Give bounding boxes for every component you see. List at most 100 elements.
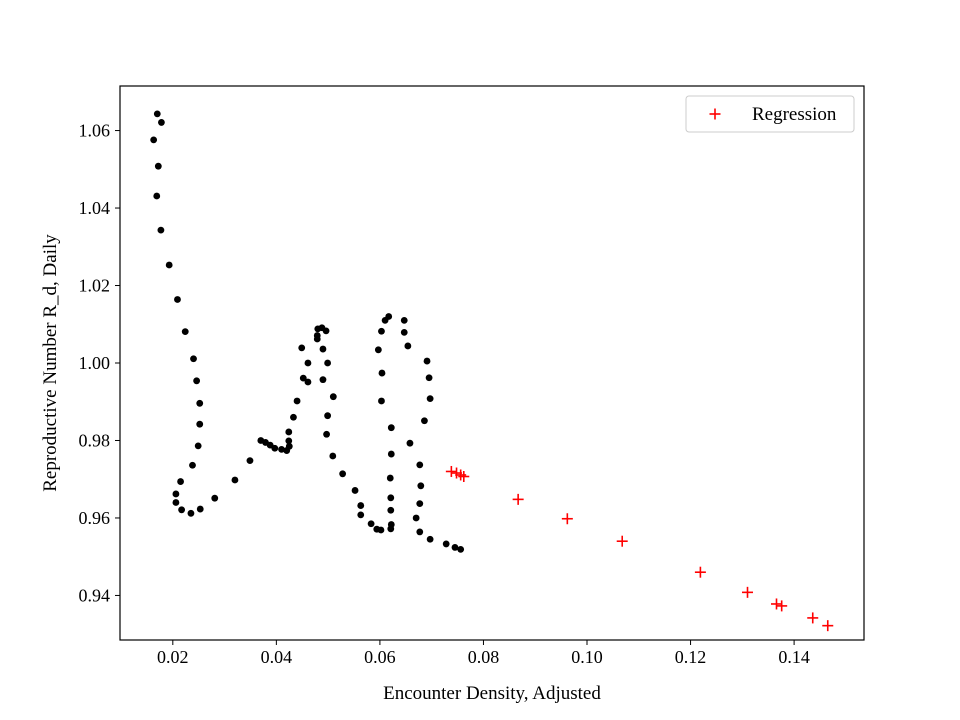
data-point [154,162,162,170]
x-tick-label: 0.08 [468,647,500,667]
data-point [416,528,424,536]
legend-marker-regression [709,108,721,120]
data-point [400,316,408,324]
data-point [211,494,219,502]
x-axis-label: Encounter Density, Adjusted [383,683,601,704]
data-point [423,357,431,365]
data-point [386,474,394,482]
data-point [404,342,412,350]
data-point [416,461,424,469]
data-point [187,509,195,517]
x-tick-label: 0.04 [261,647,293,667]
data-point [278,445,285,453]
data-point [304,359,312,367]
data-point [406,439,414,447]
data-point [329,393,337,401]
regression-point [776,600,788,612]
legend-label-regression: Regression [752,104,837,125]
data-point [194,442,202,450]
data-point [196,420,204,428]
regression-point [742,586,754,598]
data-point [377,526,385,534]
data-point [412,514,420,522]
data-point [190,355,197,363]
data-point [351,487,359,494]
data-point [421,417,428,425]
data-point [172,499,180,506]
data-point [285,437,293,445]
data-point [339,470,347,478]
regression-point [616,535,628,547]
data-point [178,506,186,514]
y-tick-label: 1.00 [79,353,111,373]
y-tick-label: 1.02 [79,276,111,296]
data-point [313,332,321,339]
data-point [357,511,365,519]
legend: Regression [685,95,855,133]
data-point [246,457,254,465]
data-point [293,397,301,405]
data-point [298,344,306,352]
data-point [451,544,459,551]
data-point [231,476,239,484]
data-point [416,500,424,508]
data-point [153,110,161,118]
y-axis: 0.94 0.96 0.98 1.00 1.02 1.04 1.06 [79,121,120,605]
data-point [319,376,327,384]
data-point [189,461,196,469]
x-tick-label: 0.10 [571,647,603,667]
regression-point [445,465,457,477]
data-point [150,136,158,144]
data-point [329,452,337,460]
data-point [193,377,201,385]
data-point [357,502,365,509]
data-point [442,540,450,548]
data-point [425,374,433,382]
data-point [426,395,434,403]
y-tick-label: 0.94 [79,585,111,605]
data-point [304,378,312,386]
y-tick-label: 1.04 [79,198,111,218]
data-point [457,545,465,553]
data-point [158,119,165,126]
data-point [426,535,434,543]
data-point [417,482,425,490]
data-point [367,520,375,528]
y-tick-label: 1.06 [79,121,111,141]
data-point [299,374,307,382]
data-point [387,506,395,514]
data-point [285,428,293,436]
regression-point [694,566,706,578]
data-point [157,226,165,234]
data-point [387,424,395,432]
legend-box [685,95,855,133]
data-point [181,328,189,336]
y-tick-label: 0.98 [79,430,111,450]
data-point [172,490,180,498]
data-point [378,369,386,377]
x-tick-label: 0.02 [157,647,189,667]
data-point [196,399,204,407]
regression-point [561,513,573,525]
y-tick-label: 0.96 [79,508,111,528]
data-point [323,430,330,438]
points-layer [150,110,834,632]
x-tick-label: 0.06 [364,647,396,667]
data-point [165,261,173,269]
x-axis: 0.02 0.04 0.06 0.08 0.10 0.12 0.14 [157,640,810,667]
data-point [285,442,293,450]
data-point [177,478,184,485]
y-axis-label: Reproductive Number R_d, Daily [40,234,61,492]
data-point [378,397,385,405]
regression-point [771,598,783,610]
x-tick-label: 0.14 [778,647,810,667]
data-point [196,505,204,513]
data-point [400,328,408,336]
data-point [378,327,385,335]
data-point [322,327,330,335]
data-point [324,412,332,420]
data-point [153,192,161,200]
x-tick-label: 0.12 [675,647,707,667]
regression-point [512,493,524,505]
